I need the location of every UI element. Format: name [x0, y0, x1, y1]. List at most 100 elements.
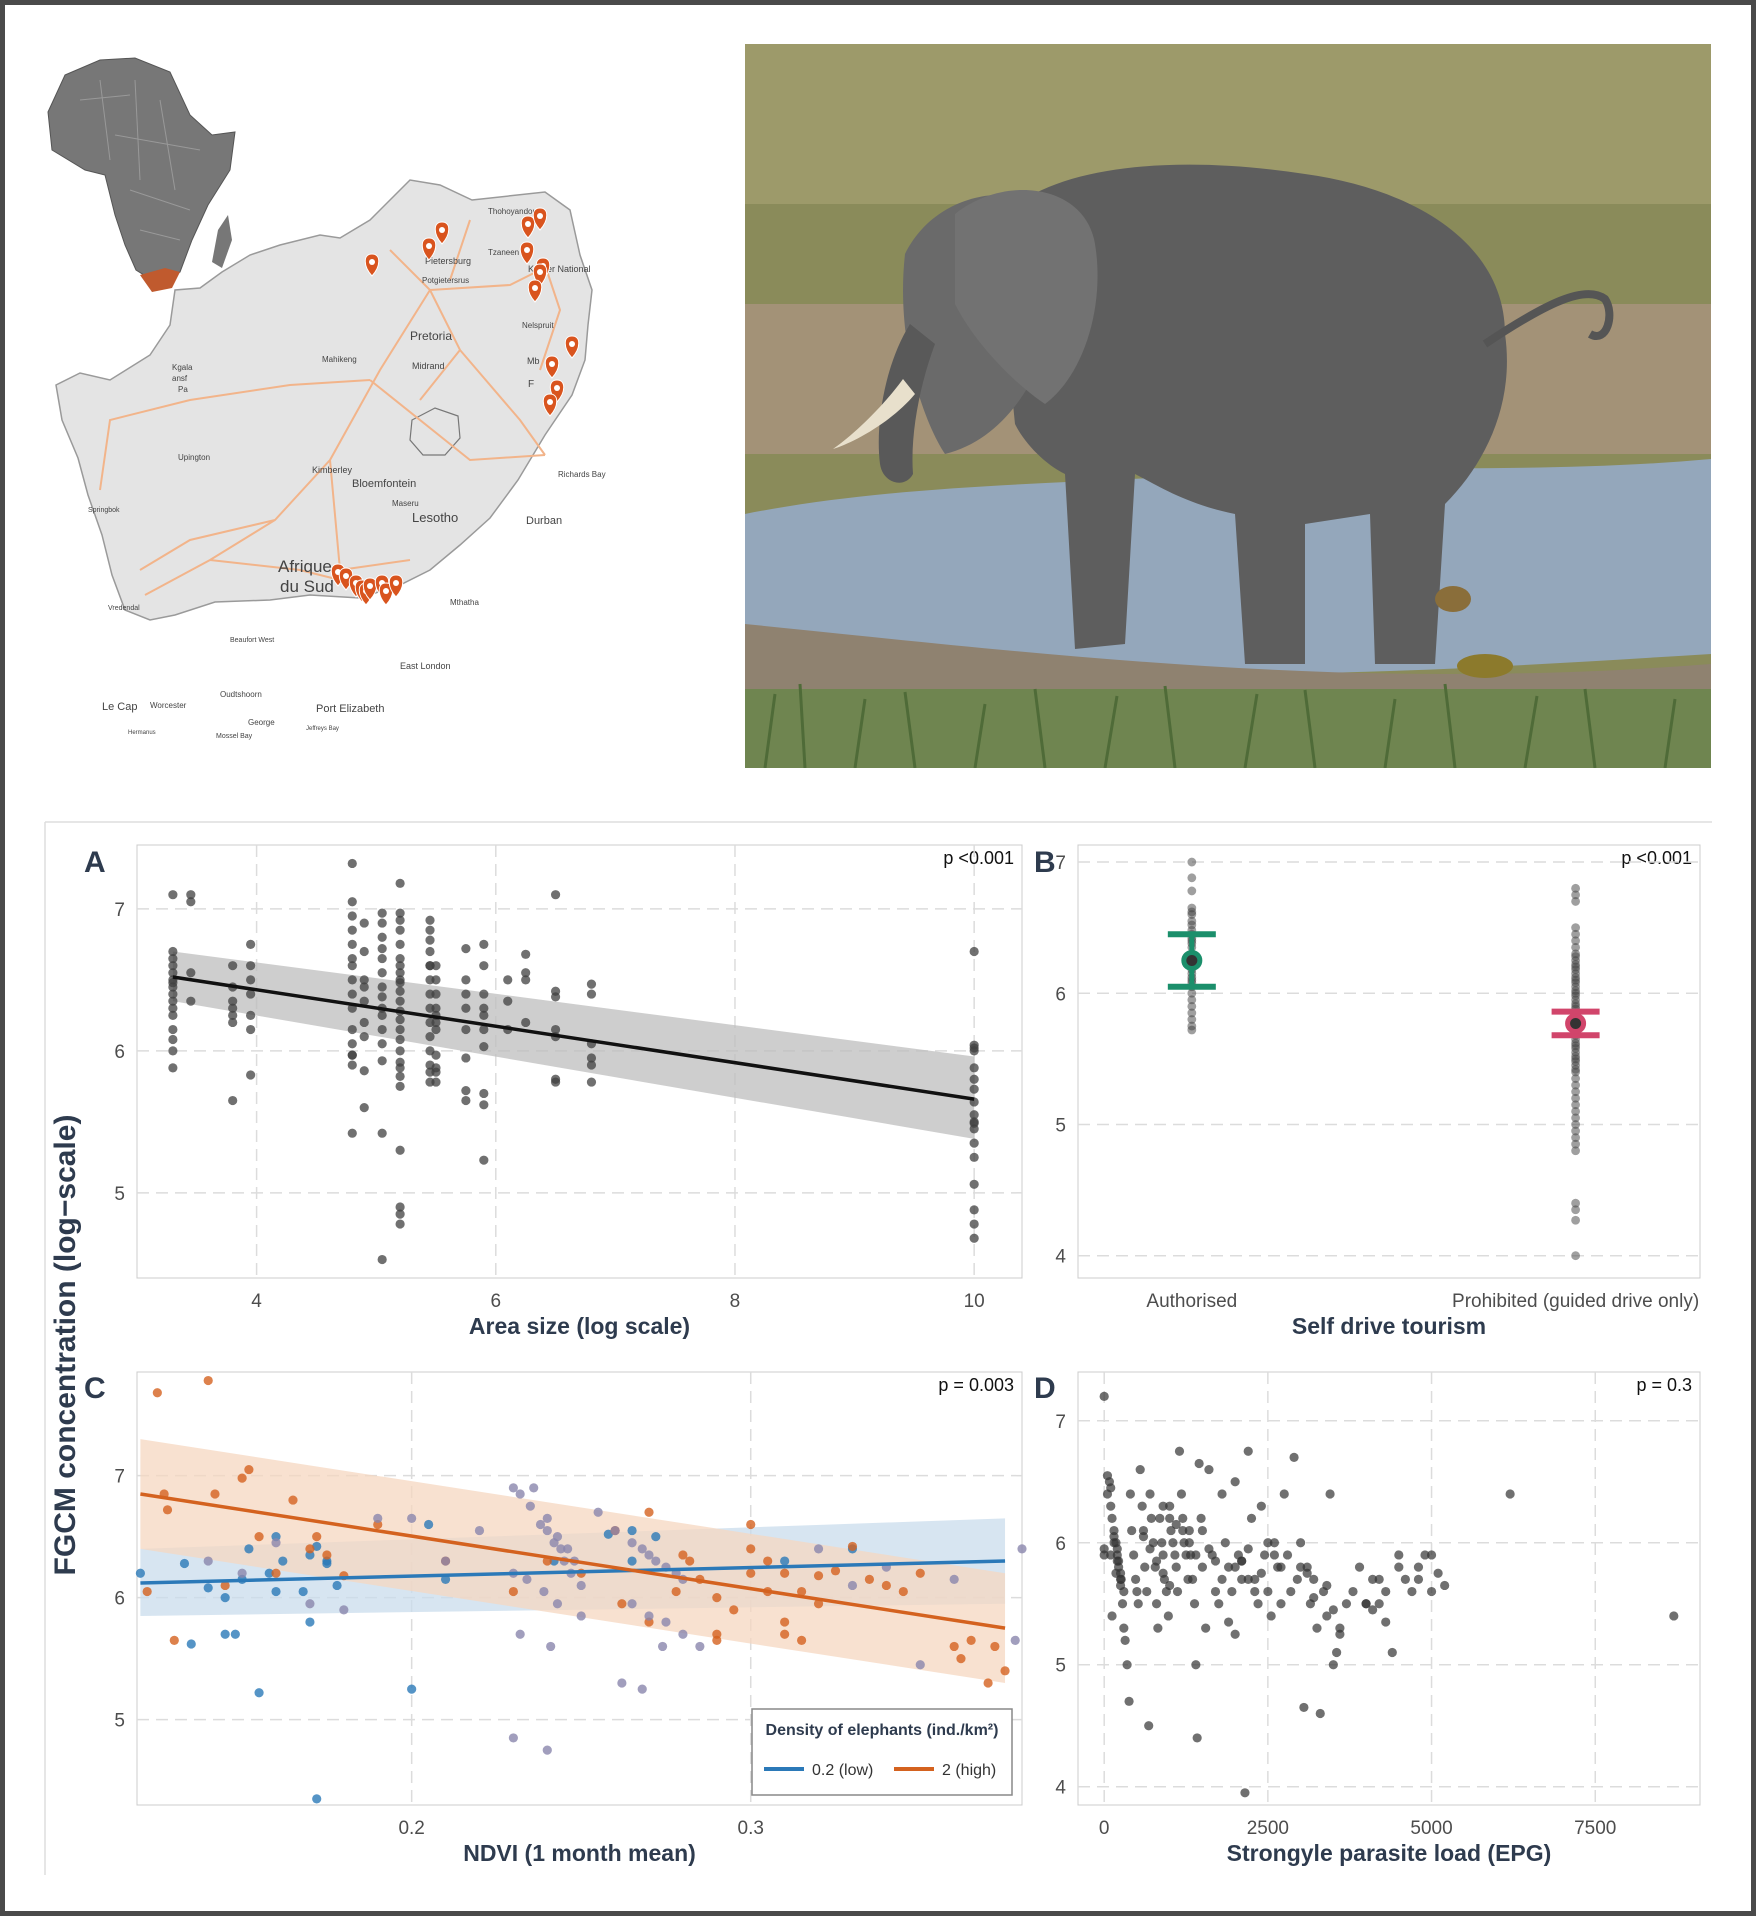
- data-point: [168, 982, 178, 992]
- map-marker-icon: [378, 582, 394, 606]
- data-point: [969, 1219, 979, 1229]
- data-point: [678, 1629, 688, 1639]
- data-point: [395, 1202, 405, 1212]
- data-point: [1106, 1501, 1116, 1511]
- data-point: [813, 1599, 824, 1609]
- data-point: [395, 1063, 405, 1073]
- x-tick-label: 4: [251, 1291, 262, 1312]
- data-point: [990, 1641, 1000, 1652]
- data-point: [1250, 1586, 1260, 1597]
- data-point: [298, 1586, 308, 1597]
- data-point: [228, 1003, 238, 1013]
- data-point: [542, 1513, 552, 1523]
- map-marker-icon: [544, 355, 560, 379]
- map-label-thohoyandou: Thohoyandou: [488, 207, 537, 216]
- data-point: [395, 878, 405, 888]
- data-point: [1174, 1446, 1185, 1456]
- data-point: [312, 1794, 322, 1804]
- data-point: [617, 1678, 627, 1688]
- data-point: [1269, 1550, 1280, 1560]
- map-label-beaufort-west: Beaufort West: [230, 637, 274, 644]
- data-point: [556, 1544, 566, 1554]
- p-value-label: p = 0.003: [938, 1375, 1014, 1395]
- map-label-worcester: Worcester: [150, 701, 187, 710]
- data-point: [246, 1070, 256, 1080]
- data-point: [915, 1568, 925, 1578]
- panel-letter: B: [1034, 846, 1056, 879]
- data-point: [1178, 1525, 1188, 1536]
- map-label-richards-bay: Richards Bay: [558, 470, 606, 479]
- data-point: [969, 1138, 979, 1148]
- y-tick-label: 7: [114, 1467, 125, 1488]
- y-tick-label: 4: [1055, 1247, 1066, 1268]
- data-point: [1282, 1550, 1293, 1560]
- data-point: [1413, 1574, 1424, 1584]
- data-point: [685, 1556, 695, 1566]
- data-point: [168, 996, 178, 1006]
- data-point: [1117, 1599, 1128, 1609]
- data-point: [1571, 936, 1580, 946]
- data-point: [949, 1574, 959, 1584]
- data-point: [1145, 1544, 1155, 1554]
- data-point: [305, 1599, 315, 1609]
- x-tick-label: 0: [1099, 1818, 1110, 1839]
- data-point: [186, 1639, 196, 1649]
- data-point: [576, 1611, 586, 1621]
- data-point: [395, 986, 405, 996]
- data-point: [186, 968, 196, 978]
- data-point: [395, 953, 405, 964]
- data-point: [1571, 1067, 1580, 1077]
- data-point: [1335, 1629, 1345, 1639]
- data-point: [1131, 1574, 1141, 1584]
- map-label-oudtshoorn: Oudtshoorn: [220, 690, 262, 699]
- data-point: [407, 1684, 417, 1694]
- map-label-le-cap: Le Cap: [102, 701, 137, 713]
- africa-countries-lines: [79, 79, 201, 241]
- legend-item-label: 2 (high): [942, 1762, 996, 1779]
- map-label-upington: Upington: [178, 453, 210, 462]
- data-point: [220, 1580, 230, 1591]
- y-tick-label: 6: [1055, 984, 1066, 1005]
- data-point: [1153, 1623, 1163, 1633]
- data-point: [1571, 1146, 1580, 1156]
- data-point: [1217, 1574, 1227, 1584]
- data-point: [228, 1010, 238, 1020]
- plot-border: [1077, 1371, 1701, 1806]
- data-point: [347, 939, 357, 949]
- data-point: [347, 1128, 357, 1138]
- data-point: [228, 996, 238, 1006]
- data-point: [1420, 1550, 1430, 1560]
- panel-letter: A: [84, 846, 106, 879]
- map-label-f: F: [528, 379, 534, 390]
- data-point: [586, 979, 597, 989]
- dung-pile: [1457, 654, 1513, 678]
- data-point: [220, 1629, 230, 1639]
- data-point: [1187, 1025, 1197, 1035]
- legend-item-label: 0.2 (low): [812, 1762, 873, 1779]
- data-point: [610, 1525, 620, 1536]
- data-point: [1571, 1100, 1580, 1110]
- data-point: [1400, 1574, 1410, 1584]
- data-point: [780, 1617, 790, 1627]
- data-point: [651, 1556, 661, 1566]
- data-point: [1197, 1525, 1207, 1536]
- data-point: [424, 1519, 434, 1530]
- data-point: [1172, 1586, 1183, 1597]
- map-marker-icon: [421, 237, 437, 261]
- data-point: [377, 953, 387, 964]
- data-point: [228, 1095, 238, 1106]
- data-point: [377, 1024, 387, 1035]
- data-point: [969, 1152, 979, 1162]
- data-point: [1374, 1599, 1384, 1609]
- data-point: [332, 1580, 342, 1591]
- data-point: [1187, 1008, 1197, 1018]
- data-point: [1112, 1544, 1122, 1554]
- data-point: [347, 1060, 357, 1070]
- x-tick-label: 2500: [1247, 1818, 1289, 1839]
- map-label-east-london: East London: [400, 661, 451, 671]
- map-label-springbok: Springbok: [88, 507, 120, 514]
- data-point: [395, 939, 405, 949]
- data-point: [1361, 1599, 1371, 1609]
- data-point: [186, 897, 196, 907]
